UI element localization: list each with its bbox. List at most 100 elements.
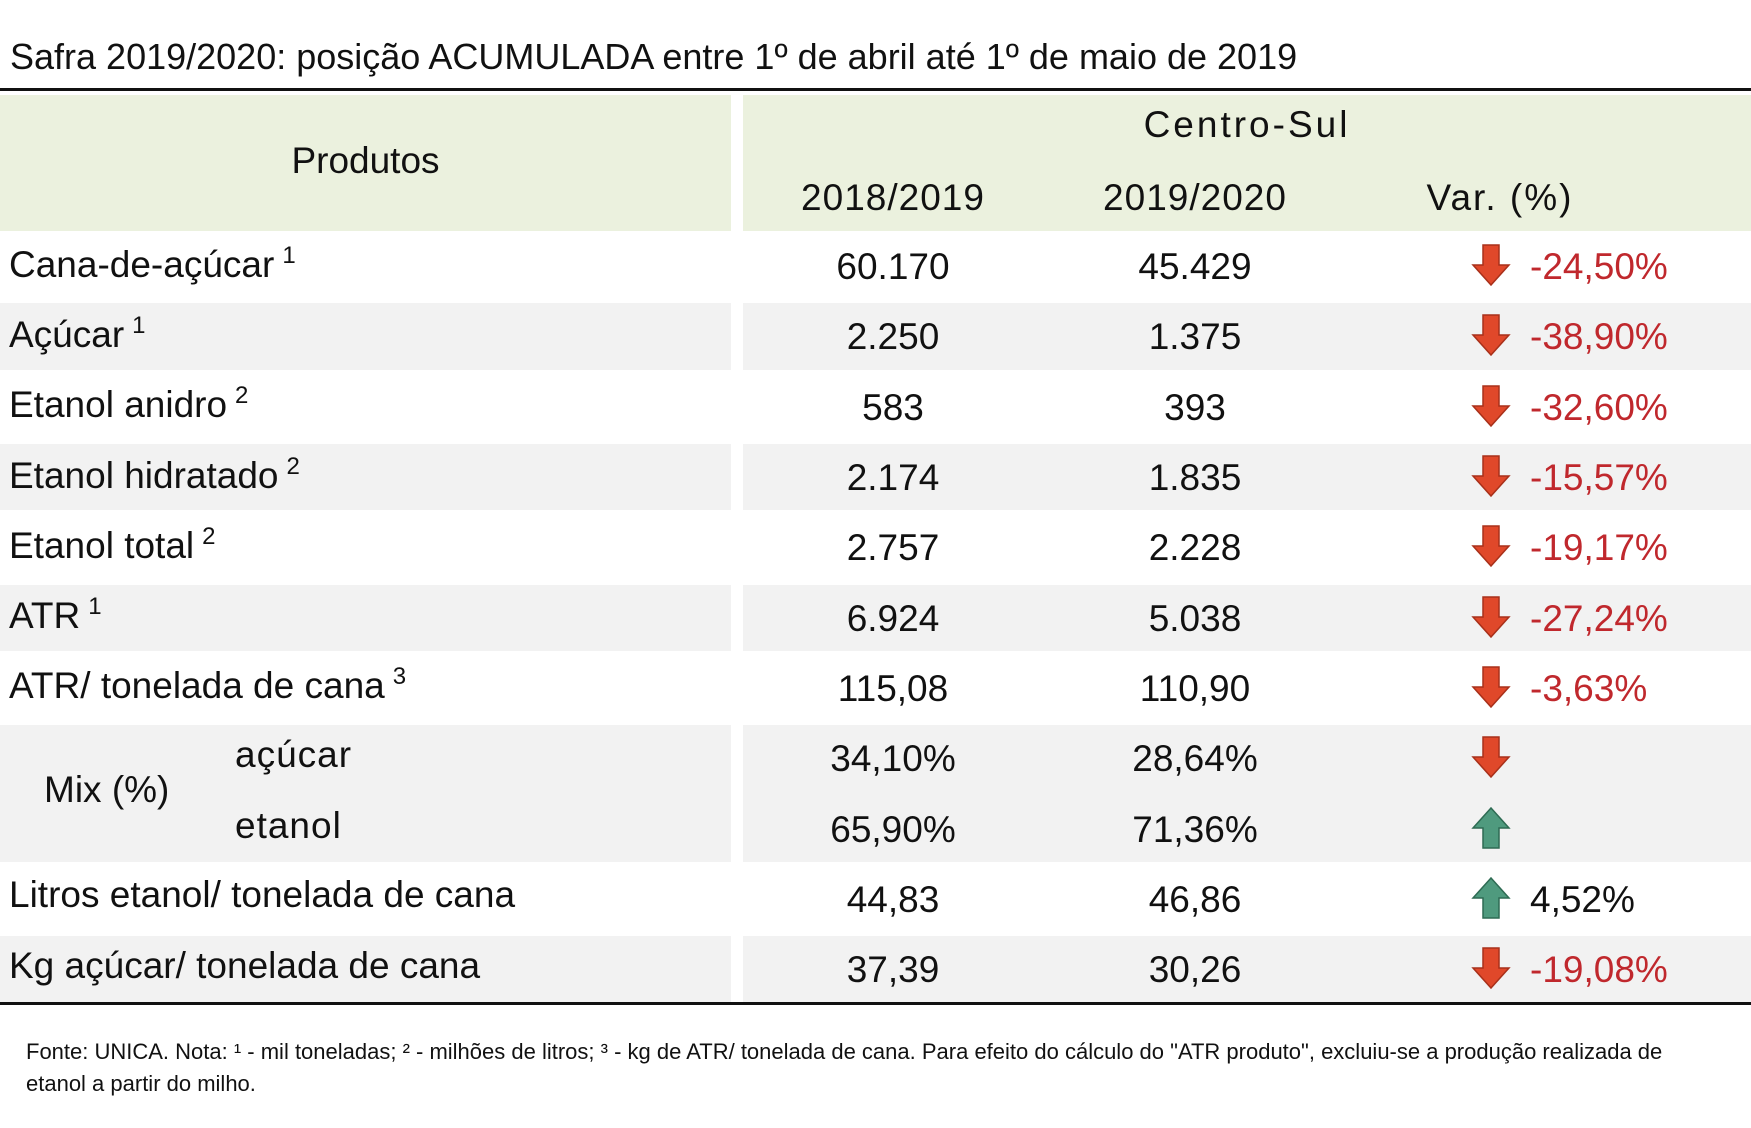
trend-arrow (1471, 736, 1511, 779)
row-label: ATR/ tonelada de cana 3 (9, 663, 407, 707)
value: 65,90% (830, 808, 956, 850)
value: 37,39 (846, 949, 940, 991)
row-bg (0, 725, 731, 862)
row-bg (0, 936, 731, 1003)
trend-arrow (1471, 455, 1511, 498)
arrow-shape (1471, 525, 1511, 568)
row-label: Kg açúcar/ tonelada de cana (9, 947, 480, 984)
row-label-text: Etanol anidro (9, 384, 228, 426)
row-bg (0, 443, 731, 511)
row-bg (743, 725, 1751, 862)
header-products: Produtos (291, 140, 440, 181)
value: 1.835 (1148, 457, 1242, 499)
value: 34,10% (830, 738, 956, 780)
value: 6.924 (846, 597, 940, 639)
arrow-shape (1471, 806, 1511, 849)
arrow-shape (1471, 244, 1511, 287)
row-label: Cana-de-açúcar 1 (9, 241, 296, 285)
arrow-shape (1471, 666, 1511, 709)
arrow-shape (1471, 385, 1511, 427)
trend-arrow (1471, 314, 1511, 357)
row-bg (743, 936, 1751, 1003)
note: 3 (392, 663, 407, 691)
value: 2.174 (846, 457, 940, 499)
row-label-text: Açúcar (9, 313, 125, 355)
row-bg (0, 303, 731, 370)
note: 2 (202, 522, 216, 550)
note: 1 (282, 241, 296, 269)
row-label-text: Etanol total (9, 524, 195, 566)
header-column: 2019/2020 (1103, 177, 1287, 218)
row-label: Etanol anidro 2 (9, 382, 249, 426)
row-label: Mix (%) (44, 771, 169, 808)
header-region: Centro-Sul (1143, 104, 1351, 145)
header-column: 2018/2019 (801, 177, 985, 218)
bottom-rule (0, 1002, 1751, 1005)
value: 2.228 (1148, 527, 1242, 569)
title: Safra 2019/2020: posição ACUMULADA entre… (10, 36, 1298, 77)
var: -32,60% (1530, 386, 1668, 428)
value: 71,36% (1132, 808, 1258, 850)
row-label-text: Etanol hidratado (9, 454, 279, 496)
row-label-text: Litros etanol/ tonelada de cana (9, 874, 516, 916)
arrow-shape (1471, 595, 1511, 638)
trend-arrow (1471, 525, 1511, 568)
value: 115,08 (837, 667, 949, 709)
header-column: Var. (%) (1426, 177, 1574, 218)
var: -27,24% (1530, 597, 1668, 639)
arrow-shape (1471, 314, 1511, 357)
row-label-text: Mix (%) (44, 768, 170, 810)
arrow-shape (1471, 947, 1511, 990)
trend-arrow (1471, 385, 1511, 427)
row-label-text: ATR (9, 595, 81, 637)
row-label-text: ATR/ tonelada de cana (9, 665, 385, 707)
footnote: Fonte: UNICA. Nota: ¹ - mil toneladas; ²… (26, 1039, 1663, 1096)
var: -19,17% (1530, 527, 1668, 569)
arrow-shape (1471, 876, 1511, 919)
sub-label: etanol (235, 804, 342, 846)
sub-label: açúcar (235, 734, 353, 776)
var: -24,50% (1530, 246, 1668, 288)
value: 30,26 (1148, 949, 1242, 991)
value: 44,83 (846, 878, 940, 920)
row-label-text: Cana-de-açúcar (9, 243, 275, 285)
row-label-text: Kg açúcar/ tonelada de cana (9, 944, 481, 986)
row-label: Litros etanol/ tonelada de cana (9, 876, 515, 913)
note: 2 (235, 382, 249, 410)
value: 2.250 (846, 316, 940, 358)
row-bg (743, 443, 1751, 511)
value: 1.375 (1148, 316, 1242, 358)
var: 4,52% (1530, 878, 1635, 920)
value: 393 (1164, 386, 1226, 428)
trend-arrow (1471, 806, 1511, 849)
trend-arrow (1471, 666, 1511, 709)
var: -19,08% (1530, 949, 1668, 991)
row-label: Etanol hidratado 2 (9, 452, 300, 496)
arrow-shape (1471, 455, 1511, 498)
row-bg (743, 584, 1751, 651)
top-rule (0, 88, 1751, 91)
note: 1 (132, 311, 146, 339)
note: 2 (286, 452, 300, 480)
row-label: Etanol total 2 (9, 522, 216, 566)
trend-arrow (1471, 595, 1511, 638)
arrow-shape (1471, 736, 1511, 779)
row-bg (743, 303, 1751, 370)
var: -3,63% (1530, 667, 1648, 709)
var: -38,90% (1530, 316, 1668, 358)
header-bg (0, 95, 731, 231)
trend-arrow (1471, 947, 1511, 990)
value: 46,86 (1148, 878, 1242, 920)
value: 5.038 (1148, 597, 1242, 639)
value: 60.170 (836, 246, 950, 288)
note: 1 (88, 593, 102, 621)
value: 583 (862, 386, 924, 428)
value: 110,90 (1139, 667, 1251, 709)
row-bg (0, 584, 731, 651)
header-bg (743, 95, 1751, 231)
trend-arrow (1471, 876, 1511, 919)
row-label: ATR 1 (9, 593, 102, 637)
row-label: Açúcar 1 (9, 311, 146, 355)
var: -15,57% (1530, 457, 1668, 499)
